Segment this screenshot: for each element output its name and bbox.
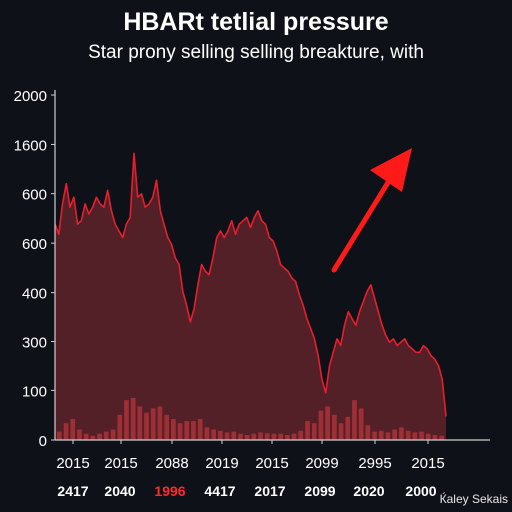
volume-bar <box>271 433 277 440</box>
volume-bar <box>305 421 310 440</box>
volume-bar <box>197 419 203 440</box>
volume-bar <box>150 408 156 440</box>
volume-bar <box>338 423 344 440</box>
x-tick-label: 2015 <box>255 455 288 472</box>
chart-subtitle: Star prony selling selling breakture, wi… <box>88 42 424 63</box>
x-secondary-label: 1996 <box>154 483 185 499</box>
chart-title: HBARt tetlial pressure <box>123 8 389 36</box>
x-tick-label: 2015 <box>56 455 89 472</box>
x-tick-label: 2015 <box>411 455 444 472</box>
area-fill <box>55 153 446 441</box>
x-secondary-label: 2040 <box>104 483 135 499</box>
volume-bar <box>83 433 89 440</box>
volume-bar <box>412 432 418 440</box>
volume-bar <box>157 406 163 440</box>
volume-bar <box>204 427 210 440</box>
x-secondary-label: 4417 <box>204 483 235 499</box>
volume-bar <box>70 419 76 440</box>
volume-bar <box>264 433 270 440</box>
x-secondary-label: 2017 <box>254 483 285 499</box>
volume-bar <box>291 433 297 440</box>
volume-bar <box>405 430 411 440</box>
credit-text: Ќaley Sekais <box>439 492 508 506</box>
volume-bar <box>352 400 357 440</box>
volume-bar <box>278 433 283 440</box>
x-secondary-label: 2000 <box>405 483 436 499</box>
volume-bar <box>378 430 384 440</box>
volume-bar <box>171 419 176 440</box>
volume-bar <box>432 435 438 440</box>
x-secondary-label: 2020 <box>353 483 384 499</box>
trend-arrow-shaft <box>331 173 395 273</box>
y-tick-label: 100 <box>22 383 47 400</box>
volume-bar <box>238 433 243 440</box>
y-tick-label: 600 <box>22 236 47 253</box>
volume-bar <box>144 412 149 440</box>
x-tick-label: 2088 <box>155 455 188 472</box>
volume-bar <box>164 414 169 440</box>
x-tick-label: 2019 <box>205 455 238 472</box>
y-tick-label: 300 <box>22 335 47 352</box>
volume-bar <box>419 431 424 440</box>
volume-bar <box>103 431 109 440</box>
y-tick-label: 1600 <box>14 137 47 154</box>
volume-bar <box>211 429 216 440</box>
volume-bar <box>184 421 190 440</box>
volume-bar <box>251 433 257 440</box>
volume-bar <box>358 408 364 440</box>
volume-bar <box>244 435 250 440</box>
volume-bar <box>372 431 377 440</box>
y-tick-label: 400 <box>22 286 47 303</box>
x-secondary-label: 2417 <box>57 483 88 499</box>
volume-bar <box>77 429 82 440</box>
volume-bar <box>90 435 96 440</box>
volume-bar <box>318 410 324 440</box>
volume-bar <box>258 432 263 440</box>
volume-bar <box>57 431 62 440</box>
volume-bar <box>399 427 404 440</box>
volume-bar <box>137 406 143 440</box>
volume-bar <box>285 435 290 440</box>
volume-bar <box>177 423 183 440</box>
volume-bar <box>231 431 237 440</box>
x-tick-label: 2015 <box>104 455 137 472</box>
volume-bar <box>130 398 136 440</box>
trend-arrow-head <box>370 148 412 192</box>
volume-bar <box>218 430 223 440</box>
volume-bar <box>365 425 371 440</box>
volume-bar <box>110 429 116 440</box>
series-line <box>54 152 447 417</box>
volume-bar <box>63 423 69 440</box>
volume-bar <box>385 432 391 440</box>
volume-bar <box>298 430 304 440</box>
volume-bar <box>224 432 230 440</box>
volume-bar <box>97 433 102 440</box>
volume-bar <box>392 429 397 440</box>
x-secondary-label: 2099 <box>304 483 335 499</box>
x-tick-label: 2099 <box>305 455 338 472</box>
y-tick-label: 600 <box>22 187 47 204</box>
volume-bar <box>325 406 330 440</box>
volume-bar <box>439 435 444 440</box>
volume-bar <box>191 421 196 440</box>
y-tick-label: 0 <box>39 433 47 450</box>
y-tick-label: 2000 <box>14 88 47 105</box>
volume-bar <box>311 423 317 440</box>
volume-bar <box>425 433 431 440</box>
volume-bar <box>124 400 129 440</box>
volume-bar <box>345 416 351 440</box>
volume-bar <box>117 414 123 440</box>
volume-bar <box>332 414 337 440</box>
x-tick-label: 2995 <box>358 455 391 472</box>
